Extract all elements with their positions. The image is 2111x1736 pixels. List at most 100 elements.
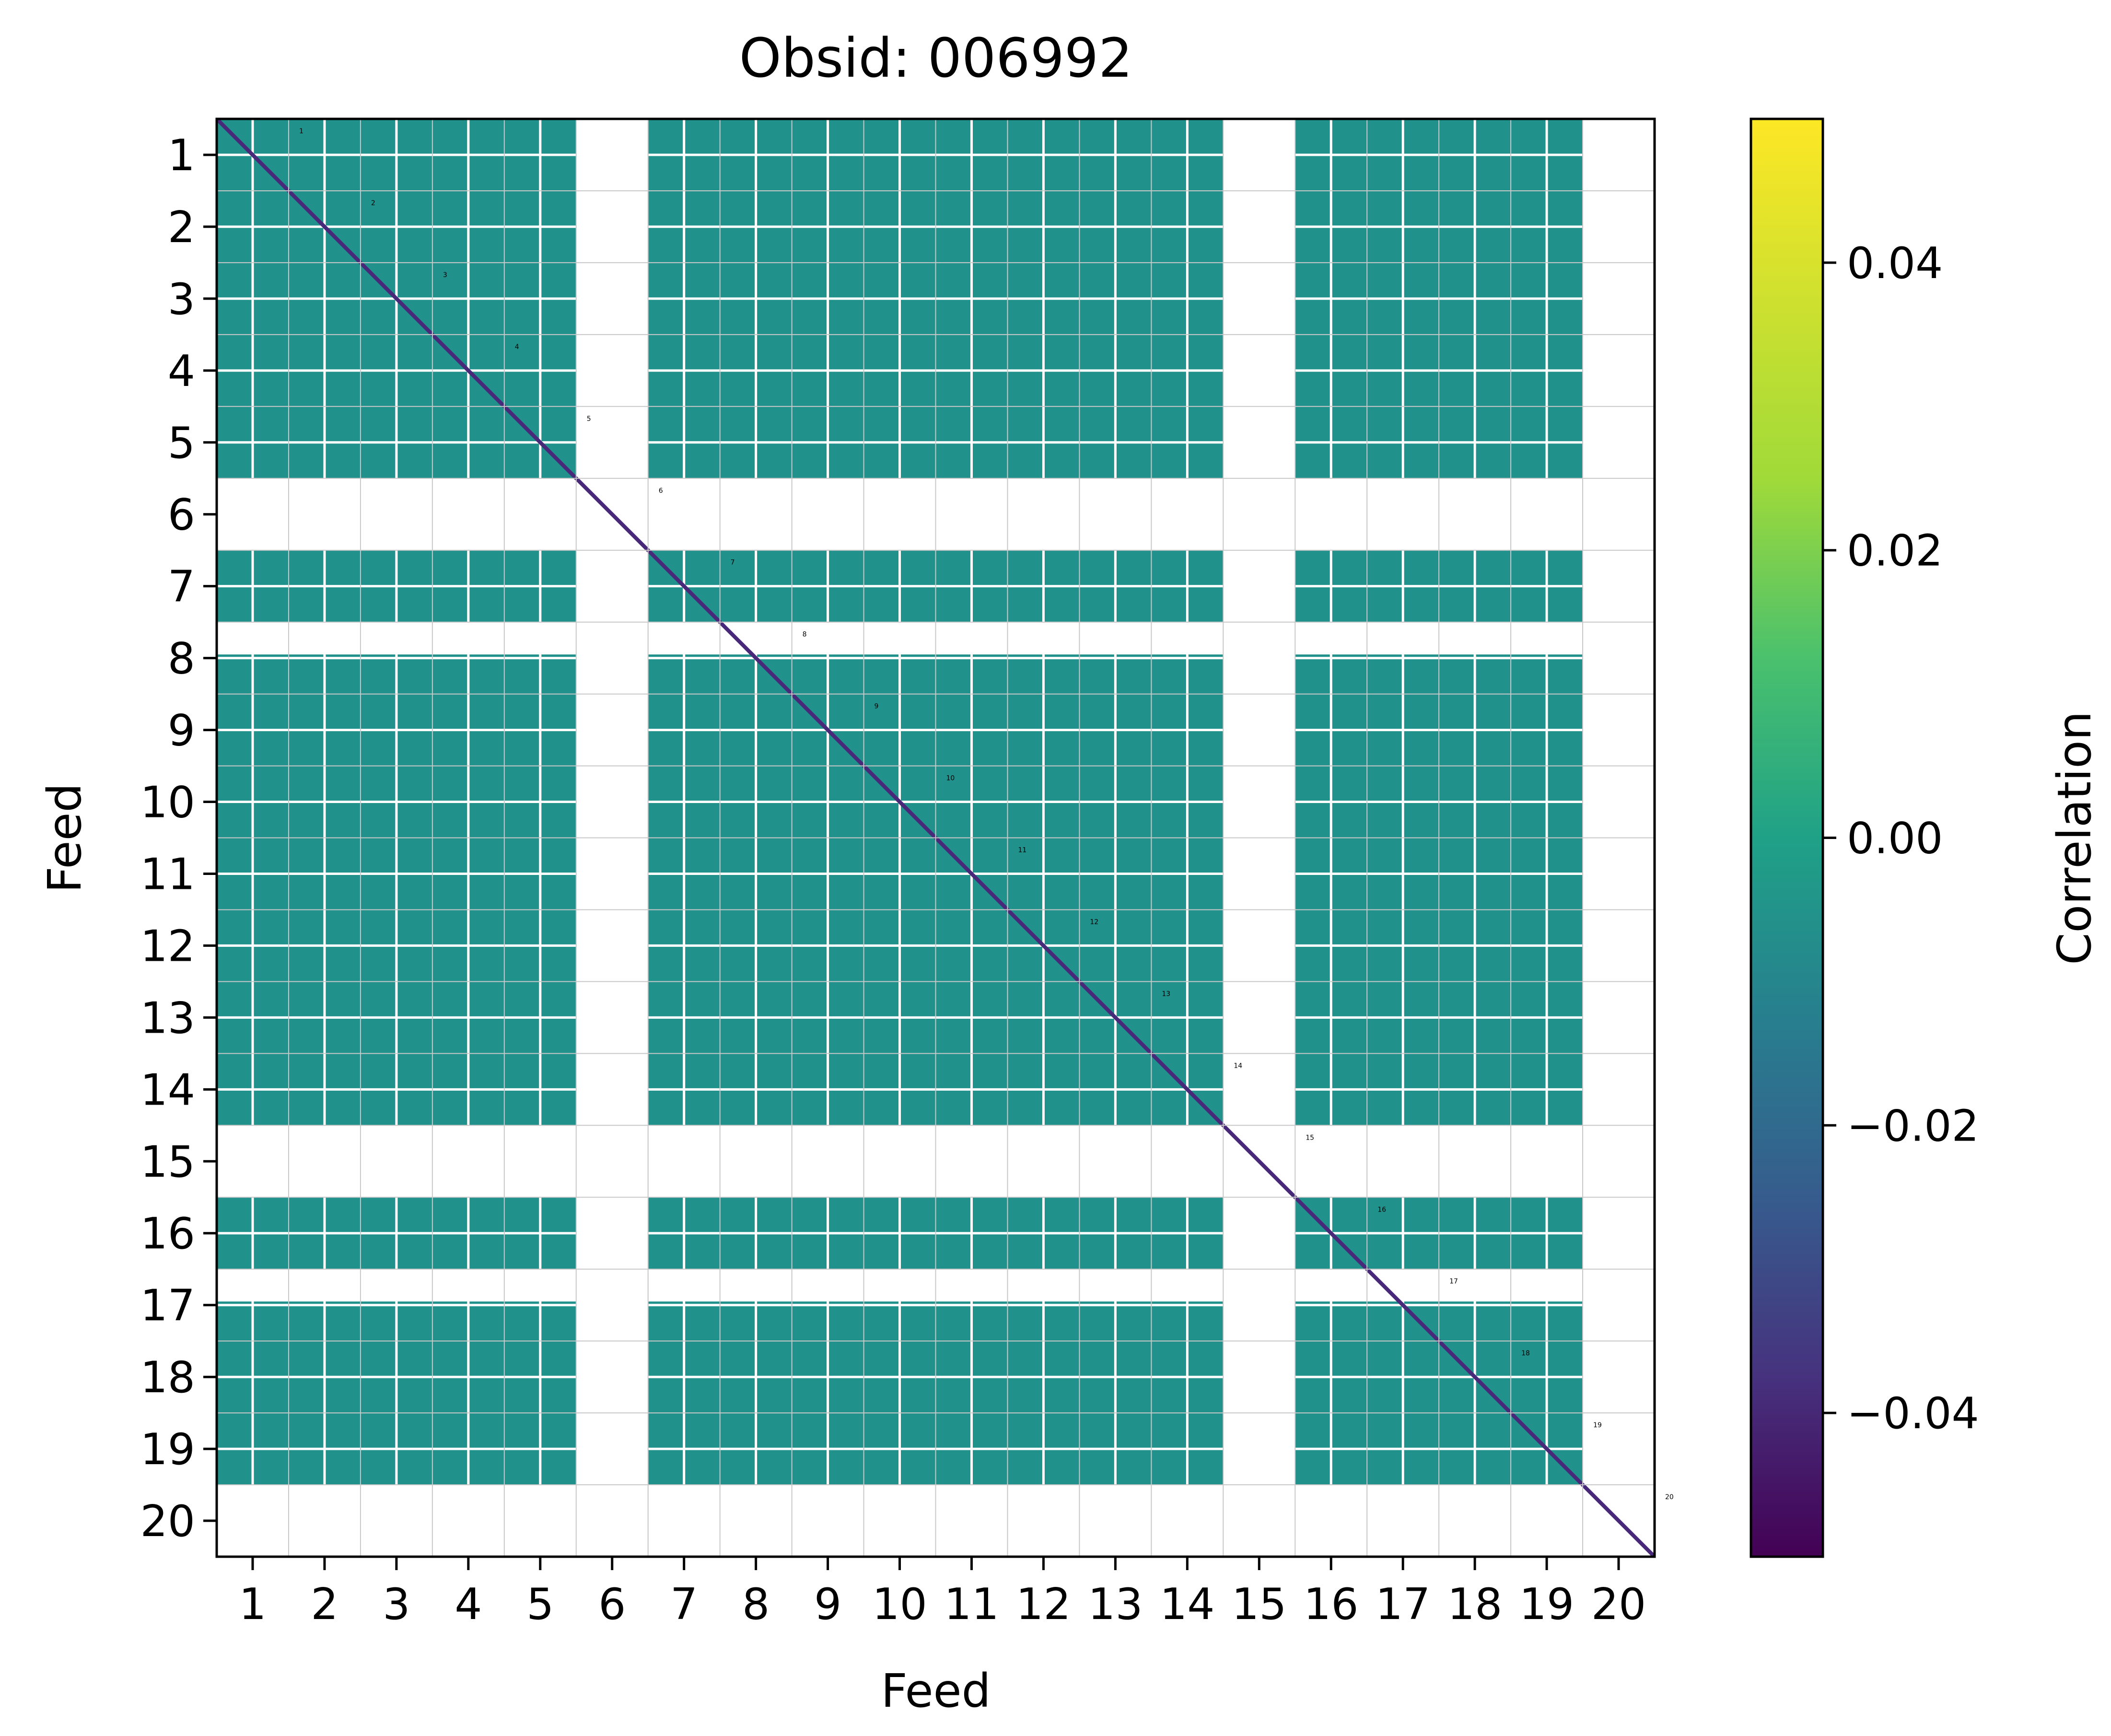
colorbar-tick-label: 0.00 [1847, 814, 1943, 864]
masked-region [217, 622, 289, 655]
heatmap-cell [288, 478, 361, 550]
heatmap-cell [576, 334, 648, 407]
heatmap-cell [360, 478, 432, 550]
heatmap-cell [720, 478, 792, 550]
heatmap-cell [1583, 1269, 1655, 1341]
x-axis-label: Feed [881, 1664, 991, 1718]
diagonal-label: 4 [515, 343, 519, 351]
heatmap-cell [576, 119, 648, 191]
x-tick-label: 1 [239, 1579, 266, 1630]
masked-region [1151, 1269, 1224, 1302]
heatmap-cell [1223, 622, 1295, 694]
heatmap-cell [863, 478, 936, 550]
heatmap-cell [576, 1341, 648, 1413]
masked-region [1079, 1269, 1152, 1302]
y-tick-label: 1 [168, 130, 195, 181]
x-tick-label: 17 [1376, 1579, 1431, 1630]
diagonal-label: 7 [731, 559, 735, 567]
masked-region [792, 1269, 864, 1302]
x-tick-label: 5 [526, 1579, 554, 1630]
heatmap-cell [1223, 1413, 1295, 1485]
y-tick-label: 20 [140, 1496, 195, 1547]
heatmap-cell [1511, 478, 1583, 550]
heatmap-cell [863, 1485, 936, 1557]
heatmap-cell [648, 478, 720, 550]
masked-region [504, 622, 576, 655]
heatmap-cell [1223, 119, 1295, 191]
y-tick-label: 14 [140, 1065, 195, 1115]
heatmap-cell [1439, 478, 1511, 550]
y-tick-label: 11 [140, 849, 195, 899]
masked-region [863, 622, 936, 655]
heatmap-cell [576, 1485, 648, 1557]
heatmap-cell [1223, 406, 1295, 478]
heatmap-cell [1079, 1485, 1152, 1557]
diagonal-label: 10 [946, 775, 955, 782]
masked-region [1007, 1269, 1080, 1302]
masked-region [1511, 622, 1583, 655]
x-tick-label: 18 [1447, 1579, 1503, 1630]
masked-region [1079, 622, 1152, 655]
masked-region [288, 622, 361, 655]
heatmap-cell [1583, 406, 1655, 478]
masked-region [863, 1269, 936, 1302]
masked-region [1295, 622, 1367, 655]
heatmap-cell [576, 550, 648, 622]
diagonal-label: 8 [803, 631, 807, 639]
x-tick-label: 9 [814, 1579, 841, 1630]
masked-region [648, 1269, 720, 1302]
heatmap-cell [1007, 478, 1080, 550]
heatmap-cell [1583, 478, 1655, 550]
heatmap-cell [1295, 1125, 1367, 1198]
heatmap-cell [792, 1485, 864, 1557]
masked-region [1439, 622, 1511, 655]
plot-frame [215, 117, 1656, 1558]
heatmap-cell [1223, 1485, 1295, 1557]
diagonal-label: 3 [443, 271, 447, 279]
heatmap-cell [1151, 478, 1224, 550]
heatmap-cell [576, 909, 648, 982]
heatmap-cell [935, 478, 1008, 550]
heatmap-cell [1223, 1197, 1295, 1270]
y-tick-label: 18 [140, 1352, 195, 1403]
diagonal-label: 14 [1234, 1062, 1242, 1070]
heatmap-cell [1583, 550, 1655, 622]
diagonal-label: 20 [1665, 1493, 1674, 1501]
colorbar-ticks: −0.04 −0.02 0.00 0.02 0.04 [1823, 238, 1979, 1439]
y-tick-label: 2 [168, 202, 195, 253]
y-tick-label: 8 [168, 634, 195, 684]
masked-region [504, 1269, 576, 1302]
heatmap-cell [1223, 550, 1295, 622]
x-tick-label: 8 [742, 1579, 770, 1630]
heatmap-cell [1583, 981, 1655, 1054]
colorbar-tick-label: 0.04 [1847, 238, 1943, 289]
diagonal-label: 13 [1162, 990, 1170, 998]
heatmap-cell [648, 1485, 720, 1557]
heatmap-cell [935, 1125, 1008, 1198]
masked-region [1439, 1269, 1511, 1302]
heatmap-cell [1223, 1053, 1295, 1126]
heatmap-cell [648, 1125, 720, 1198]
heatmap-cell [576, 406, 648, 478]
heatmap-cell [1367, 1485, 1439, 1557]
heatmap-cell [504, 1125, 576, 1198]
masked-region [792, 622, 864, 655]
diagonal-label: 18 [1521, 1350, 1530, 1357]
x-tick-label: 13 [1088, 1579, 1143, 1630]
masked-region [432, 622, 504, 655]
masked-region [288, 1269, 361, 1302]
heatmap-cell [217, 1125, 289, 1198]
heatmap-cell [1583, 1053, 1655, 1126]
heatmap-cell [432, 1485, 504, 1557]
masked-region [720, 622, 792, 655]
heatmap-cell [1223, 478, 1295, 550]
heatmap-cell [1295, 1485, 1367, 1557]
masked-region [1151, 622, 1224, 655]
heatmap-cell [576, 190, 648, 263]
diagonal-label: 17 [1449, 1278, 1458, 1285]
heatmap-cell [1583, 1197, 1655, 1270]
heatmap-cell [1583, 334, 1655, 407]
